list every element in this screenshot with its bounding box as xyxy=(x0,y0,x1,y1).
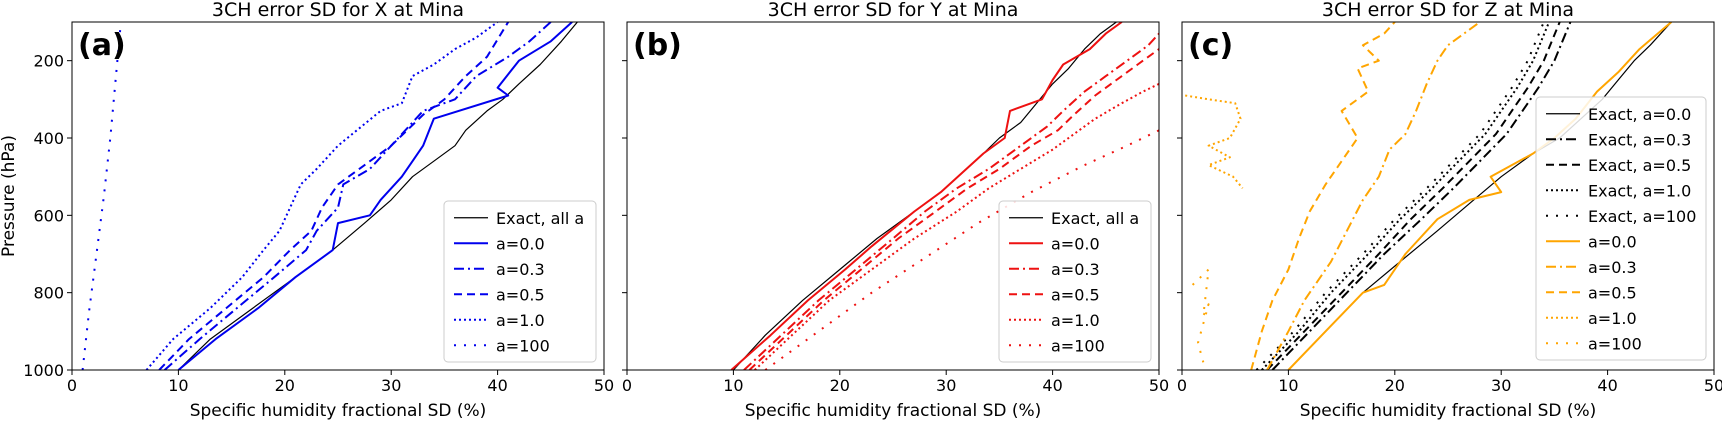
legend: Exact, all a a=0.0 a=0.3 a=0.5 a=1.0 a=100 xyxy=(443,200,597,363)
legend-entry: a=1.0 xyxy=(1051,311,1100,330)
y-tick-label: 1000 xyxy=(23,361,64,380)
y-tick-label: 200 xyxy=(33,52,64,71)
x-tick-label: 20 xyxy=(830,376,850,395)
x-tick-label: 20 xyxy=(275,376,295,395)
x-tick-label: 50 xyxy=(1149,376,1169,395)
y-tick-label: 600 xyxy=(33,206,64,225)
x-tick-label: 20 xyxy=(1385,376,1405,395)
legend-box xyxy=(443,200,597,363)
series-line-a-0-3 xyxy=(1266,22,1481,370)
legend-entry: a=0.0 xyxy=(1588,232,1637,251)
legend-entry: a=0.5 xyxy=(496,285,545,304)
legend-entry: a=100 xyxy=(1588,334,1642,353)
x-tick-label: 10 xyxy=(1278,376,1298,395)
legend: Exact, all a a=0.0 a=0.3 a=0.5 a=1.0 a=100 xyxy=(998,200,1152,363)
x-tick-label: 30 xyxy=(936,376,956,395)
panel-letter: (a) xyxy=(78,28,126,63)
series-line-a-0-3 xyxy=(743,32,1159,370)
series-line-a-1-0 xyxy=(754,82,1159,370)
x-tick-label: 40 xyxy=(487,376,507,395)
x-tick-label: 50 xyxy=(1704,376,1722,395)
series-line-exact-a-1-0 xyxy=(1261,22,1551,370)
legend-entry: a=0.3 xyxy=(496,260,545,279)
series-line-exact-a-0-5 xyxy=(1266,22,1561,370)
series-line-exact-a-0-3 xyxy=(1271,22,1572,370)
series-line-exact-a-100 xyxy=(1255,22,1545,370)
x-tick-label: 0 xyxy=(1177,376,1187,395)
x-tick-label: 0 xyxy=(67,376,77,395)
legend-entry: a=1.0 xyxy=(496,311,545,330)
x-axis-label: Specific humidity fractional SD (%) xyxy=(745,401,1042,421)
legend-entry: Exact, a=0.0 xyxy=(1588,105,1691,124)
legend-box xyxy=(998,200,1152,363)
series-line-a-100 xyxy=(1191,268,1210,363)
series-line-a-100 xyxy=(81,22,122,370)
legend-entry: a=0.0 xyxy=(1051,234,1100,253)
legend-entry: a=0.5 xyxy=(1051,285,1100,304)
series-line-a-100 xyxy=(764,129,1159,370)
legend-entry: a=0.5 xyxy=(1588,283,1637,302)
legend-entry: Exact, a=0.3 xyxy=(1588,130,1691,149)
legend-entry: a=100 xyxy=(1051,336,1105,355)
chart-panel-1: 3CH error SD for X at Mina 0 10 20 30 40 50 200… xyxy=(23,0,614,421)
panel-letter: (c) xyxy=(1188,28,1233,63)
panel-letter: (b) xyxy=(633,28,682,63)
x-tick-label: 40 xyxy=(1597,376,1617,395)
legend-box xyxy=(1535,96,1707,361)
legend-entry: a=0.3 xyxy=(1051,260,1100,279)
legend-entry: Exact, a=0.5 xyxy=(1588,156,1691,175)
legend-entry: a=1.0 xyxy=(1588,309,1637,328)
legend-entry: Exact, all a xyxy=(1051,209,1139,228)
x-tick-label: 30 xyxy=(381,376,401,395)
series-line-a-0-0 xyxy=(1287,22,1673,370)
series-line-exact-all-a xyxy=(177,22,578,370)
x-tick-label: 10 xyxy=(168,376,188,395)
x-tick-label: 50 xyxy=(594,376,614,395)
series-line-a-0-5 xyxy=(158,22,510,370)
x-tick-label: 30 xyxy=(1491,376,1511,395)
chart-panel-2: 3CH error SD for Y at Mina 0 10 20 30 40 50 Spe… xyxy=(622,0,1169,421)
y-axis-label: Pressure (hPa) xyxy=(0,135,19,257)
chart-title: 3CH error SD for Z at Mina xyxy=(1322,0,1574,21)
legend-entry: Exact, a=100 xyxy=(1588,207,1696,226)
series-line-a-0-5 xyxy=(1250,22,1396,370)
x-tick-label: 40 xyxy=(1042,376,1062,395)
plot-frame xyxy=(626,21,1160,371)
y-tick-label: 800 xyxy=(33,284,64,303)
legend-entry: a=0.3 xyxy=(1588,258,1637,277)
x-tick-label: 10 xyxy=(723,376,743,395)
x-axis-label: Specific humidity fractional SD (%) xyxy=(190,401,487,421)
series-line-a-0-0 xyxy=(730,22,1123,370)
legend-entry: Exact, a=1.0 xyxy=(1588,181,1691,200)
series-line-a-0-5 xyxy=(748,48,1159,370)
x-axis-label: Specific humidity fractional SD (%) xyxy=(1300,401,1597,421)
legend-entry: Exact, all a xyxy=(496,209,584,228)
chart-title: 3CH error SD for Y at Mina xyxy=(768,0,1019,21)
legend: Exact, a=0.0 Exact, a=0.3 Exact, a=0.5 Exac… xyxy=(1535,96,1707,361)
plot-frame xyxy=(1181,21,1715,371)
x-tick-label: 0 xyxy=(622,376,632,395)
chart-panel-3: 3CH error SD for Z at Mina 0 10 20 30 40 50 Spe… xyxy=(1177,0,1722,421)
y-tick-label: 400 xyxy=(33,129,64,148)
series-line-a-1-0 xyxy=(145,22,499,370)
legend-entry: a=0.0 xyxy=(496,234,545,253)
chart-title: 3CH error SD for X at Mina xyxy=(212,0,464,21)
series-line-a-1-0 xyxy=(1185,94,1244,189)
plot-frame xyxy=(71,21,605,371)
legend-entry: a=100 xyxy=(496,336,550,355)
series-line-a-0-0 xyxy=(177,22,573,370)
